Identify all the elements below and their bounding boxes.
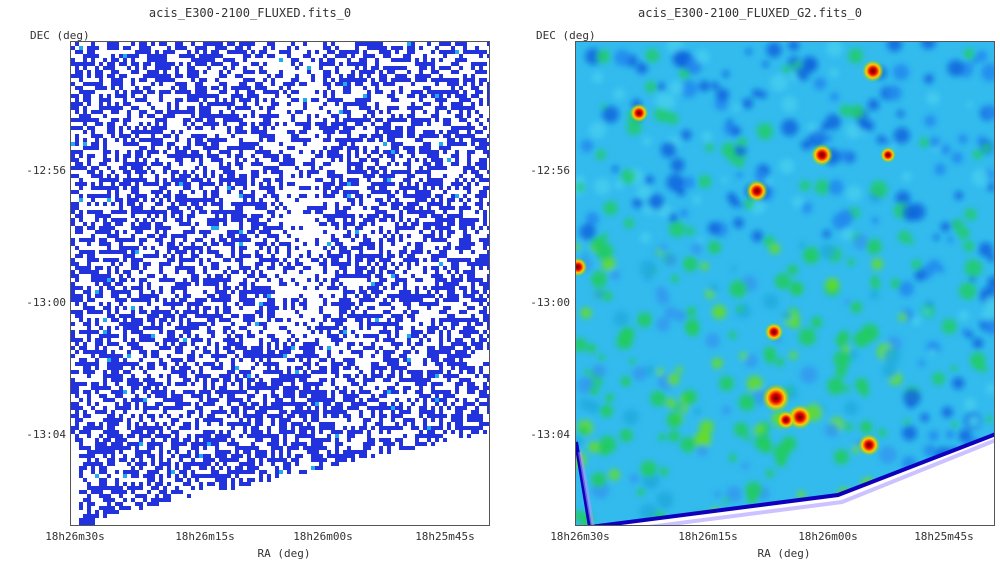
right-x-tick-label: 18h26m00s — [798, 530, 858, 543]
right-x-tick-label: 18h26m30s — [550, 530, 610, 543]
left-x-axis-label: RA (deg) — [257, 547, 311, 560]
left-y-tick-label: -12:56 — [26, 164, 66, 177]
left-y-tick-label: -13:04 — [26, 428, 66, 441]
right-y-tick-label: -12:56 — [530, 164, 570, 177]
left-y-tick-label: -13:00 — [26, 296, 66, 309]
right-y-tick-label: -13:04 — [530, 428, 570, 441]
right-x-tick-label: 18h25m45s — [914, 530, 974, 543]
right-x-axis-label: RA (deg) — [757, 547, 811, 560]
left-image-frame[interactable] — [70, 41, 490, 526]
left-x-tick-label: 18h26m00s — [293, 530, 353, 543]
left-x-tick-label: 18h26m15s — [175, 530, 235, 543]
left-panel-title: acis_E300-2100_FLUXED.fits_0 — [148, 6, 352, 20]
right-empty-region — [605, 434, 994, 525]
right-image-panel: acis_E300-2100_FLUXED_G2.fits_0 DEC (deg… — [500, 0, 1000, 567]
left-x-tick-label: 18h26m30s — [45, 530, 105, 543]
right-x-tick-label: 18h26m15s — [678, 530, 738, 543]
left-image-panel: acis_E300-2100_FLUXED.fits_0 DEC (deg) -… — [26, 6, 490, 560]
left-speckle-pixels — [71, 42, 489, 525]
right-y-axis-label: DEC (deg) — [536, 29, 596, 42]
left-y-axis-label: DEC (deg) — [30, 29, 90, 42]
right-image-frame[interactable] — [575, 41, 995, 526]
right-field-edge — [576, 432, 994, 525]
right-field-edge-halo — [578, 438, 994, 525]
right-panel-title: acis_E300-2100_FLUXED_G2.fits_0 — [638, 6, 862, 20]
right-fits-image — [576, 42, 994, 525]
right-y-tick-label: -13:00 — [530, 296, 570, 309]
left-x-tick-label: 18h25m45s — [415, 530, 475, 543]
right-bright-sources — [576, 59, 896, 457]
left-fits-image — [71, 42, 489, 525]
